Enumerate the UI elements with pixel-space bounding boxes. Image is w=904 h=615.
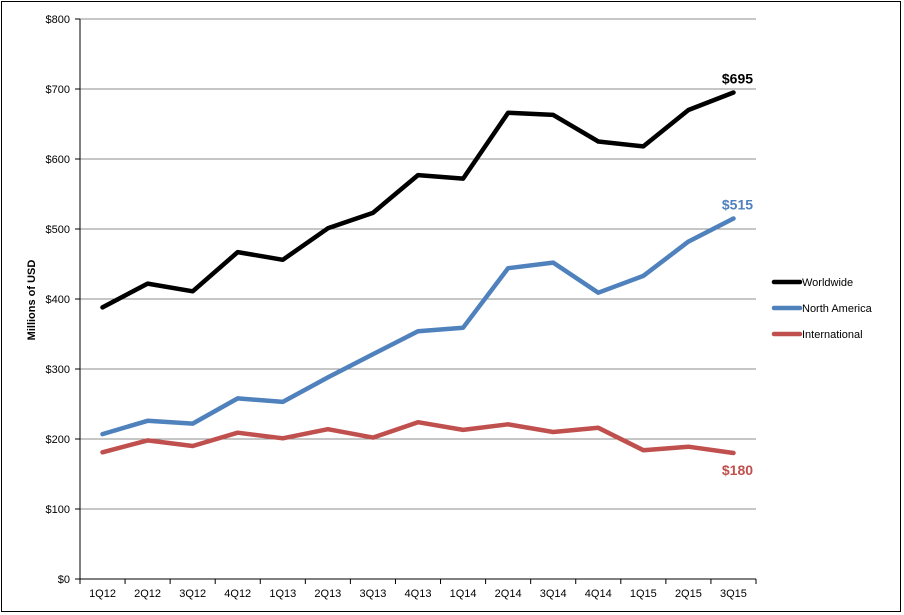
x-tick-label: 1Q12 (89, 588, 116, 600)
x-tick-label: 2Q14 (495, 588, 522, 600)
end-value-label: $180 (722, 462, 753, 478)
end-labels: $695 $515 $180 (722, 71, 753, 479)
y-tick-label: $800 (46, 14, 70, 26)
x-tick-label: 3Q15 (720, 588, 747, 600)
y-tick-label: $400 (46, 294, 70, 306)
x-tick-label: 1Q14 (450, 588, 477, 600)
y-axis-label: Millions of USD (26, 260, 38, 341)
x-tick-label: 1Q15 (630, 588, 657, 600)
x-tick-label: 4Q13 (405, 588, 432, 600)
x-tick-label: 4Q14 (585, 588, 612, 600)
y-tick-labels: $0 $100 $200 $300 $400 $500 $600 $700 $800 (46, 14, 70, 586)
y-tick-label: $100 (46, 504, 70, 516)
x-tick-label: 2Q12 (134, 588, 161, 600)
x-tick-label: 1Q13 (269, 588, 296, 600)
x-tick-labels: 1Q12 2Q12 3Q12 4Q12 1Q13 2Q13 3Q13 4Q13 1Q14 2Q14… (89, 588, 747, 600)
x-tick-label: 3Q12 (179, 588, 206, 600)
y-tick-label: $600 (46, 154, 70, 166)
legend-label: Worldwide (802, 277, 853, 289)
end-value-label: $695 (722, 71, 753, 87)
y-tick-label: $200 (46, 434, 70, 446)
y-tick-label: $500 (46, 224, 70, 236)
x-tick-label: 4Q12 (224, 588, 251, 600)
x-tick-label: 3Q13 (359, 588, 386, 600)
x-tick-label: 3Q14 (540, 588, 567, 600)
gridlines (75, 18, 756, 580)
series-line-north-america (100, 216, 736, 437)
y-tick-label: $0 (58, 574, 70, 586)
y-tick-label: $700 (46, 84, 70, 96)
legend-label: International (802, 329, 863, 341)
axes (79, 19, 757, 584)
series-line-worldwide (100, 90, 736, 310)
y-tick-label: $300 (46, 364, 70, 376)
legend: Worldwide North America International (771, 277, 873, 341)
x-tick-label: 2Q13 (314, 588, 341, 600)
series-line-international (100, 419, 736, 456)
series-lines (100, 90, 736, 456)
legend-label: North America (802, 303, 873, 315)
x-tick-label: 2Q15 (675, 588, 702, 600)
end-value-label: $515 (722, 197, 753, 213)
